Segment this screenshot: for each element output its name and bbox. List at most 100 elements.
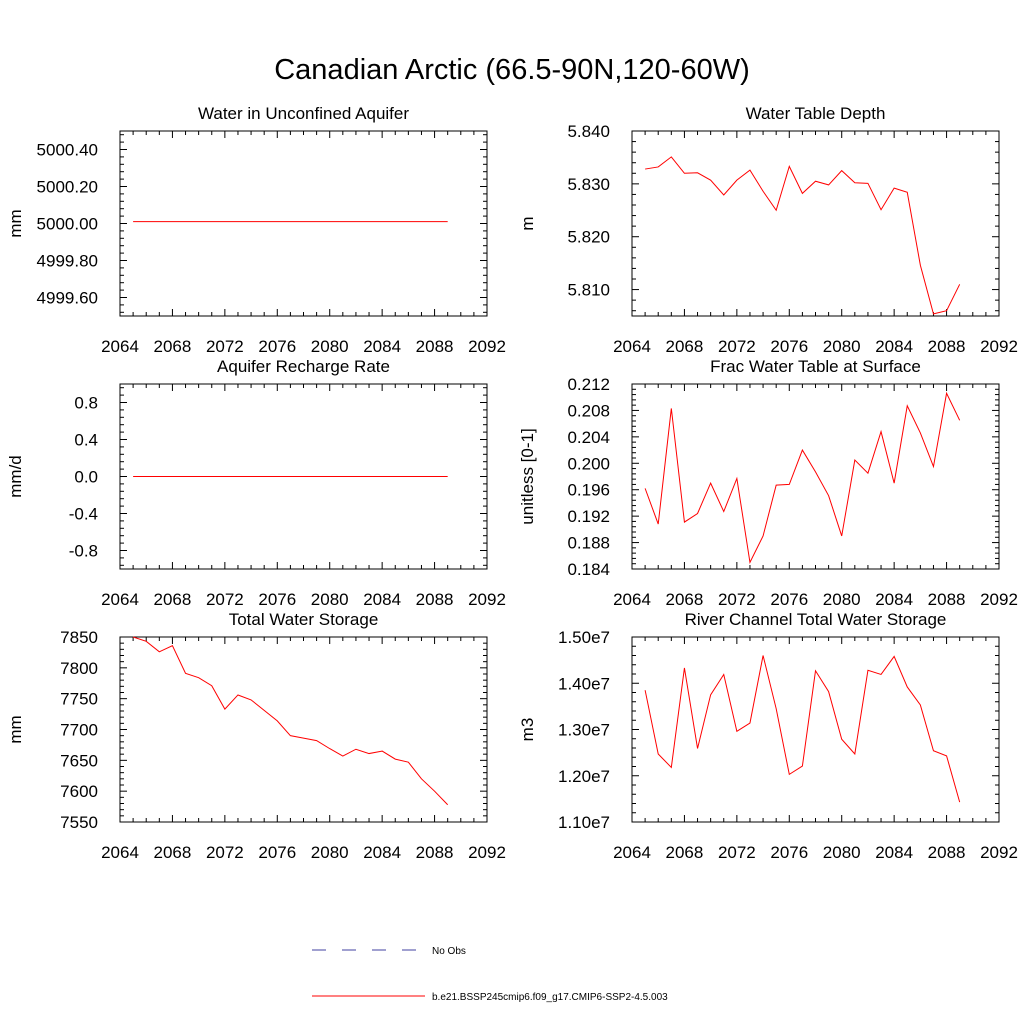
- legend: No Obs b.e21.BSSP245cmip6.f09_g17.CMIP6-S…: [312, 946, 668, 1003]
- x-tick-label: 2084: [875, 337, 913, 356]
- x-tick-label: 2084: [363, 337, 401, 356]
- y-tick-label: 0.200: [567, 454, 610, 473]
- x-tick-label: 2064: [101, 337, 139, 356]
- y-tick-label: 7600: [60, 782, 98, 801]
- legend-label-model: b.e21.BSSP245cmip6.f09_g17.CMIP6-SSP2-4.…: [432, 992, 668, 1003]
- y-tick-label: 7650: [60, 751, 98, 770]
- y-tick-label: 0.212: [567, 375, 610, 394]
- x-tick-label: 2064: [613, 590, 651, 609]
- y-tick-label: 1.30e7: [558, 721, 610, 740]
- y-tick-label: 0.196: [567, 481, 610, 500]
- y-tick-label: 0.8: [74, 394, 98, 413]
- x-tick-label: 2088: [416, 337, 454, 356]
- x-tick-label: 2080: [823, 590, 861, 609]
- plot-frame: [119, 130, 488, 317]
- x-tick-label: 2068: [154, 843, 192, 862]
- x-tick-label: 2092: [468, 337, 506, 356]
- y-tick-label: -0.8: [69, 542, 98, 561]
- y-axis-label: mm/d: [6, 455, 25, 498]
- y-tick-label: 0.208: [567, 401, 610, 420]
- y-axis-label: unitless [0-1]: [518, 428, 537, 524]
- y-tick-label: 1.10e7: [558, 813, 610, 832]
- x-tick-label: 2072: [718, 590, 756, 609]
- x-tick-label: 2084: [875, 843, 913, 862]
- x-tick-label: 2076: [258, 843, 296, 862]
- x-tick-label: 2088: [928, 590, 966, 609]
- x-tick-label: 2072: [206, 337, 244, 356]
- y-axis-label: m3: [518, 718, 537, 742]
- y-tick-label: 5.830: [567, 175, 610, 194]
- y-tick-label: 5000.40: [37, 141, 98, 160]
- plot-frame: [119, 636, 488, 823]
- chart-title: Aquifer Recharge Rate: [217, 357, 390, 376]
- y-tick-label: 7850: [60, 628, 98, 647]
- x-tick-label: 2084: [363, 590, 401, 609]
- x-tick-label: 2092: [980, 337, 1018, 356]
- chart-title: Frac Water Table at Surface: [710, 357, 921, 376]
- series-line: [644, 655, 961, 803]
- x-tick-label: 2092: [980, 590, 1018, 609]
- chart-title: River Channel Total Water Storage: [685, 610, 947, 629]
- y-tick-label: 0.4: [74, 431, 98, 450]
- page-title: Canadian Arctic (66.5-90N,120-60W): [274, 54, 750, 86]
- x-tick-label: 2064: [101, 843, 139, 862]
- x-tick-label: 2076: [258, 590, 296, 609]
- y-axis-label: m: [518, 216, 537, 230]
- y-tick-label: -0.4: [69, 505, 98, 524]
- x-tick-label: 2076: [770, 337, 808, 356]
- x-tick-label: 2064: [613, 843, 651, 862]
- y-tick-label: 7750: [60, 690, 98, 709]
- y-tick-label: 1.50e7: [558, 628, 610, 647]
- y-tick-label: 1.20e7: [558, 767, 610, 786]
- y-tick-label: 7700: [60, 721, 98, 740]
- x-tick-label: 2080: [823, 337, 861, 356]
- x-tick-label: 2080: [823, 843, 861, 862]
- x-tick-label: 2088: [416, 590, 454, 609]
- x-tick-label: 2068: [154, 590, 192, 609]
- x-tick-label: 2068: [666, 590, 704, 609]
- y-tick-label: 7550: [60, 813, 98, 832]
- x-tick-label: 2080: [311, 590, 349, 609]
- x-tick-label: 2076: [770, 590, 808, 609]
- x-tick-label: 2092: [468, 843, 506, 862]
- y-tick-label: 5.810: [567, 281, 610, 300]
- x-tick-label: 2088: [928, 337, 966, 356]
- chart-title: Water in Unconfined Aquifer: [198, 104, 409, 123]
- x-tick-label: 2080: [311, 843, 349, 862]
- plot-frame: [631, 130, 1000, 317]
- series-line: [132, 636, 449, 806]
- chart-panel-3: Aquifer Recharge Rate mm/d 2064 2068 2072 207…: [6, 357, 506, 609]
- chart-panel-2: Water Table Depth m 2064 2068 2072 2076 2080 20…: [518, 104, 1018, 356]
- y-tick-label: 7800: [60, 659, 98, 678]
- y-tick-label: 5.840: [567, 122, 610, 141]
- x-tick-label: 2084: [875, 590, 913, 609]
- x-tick-label: 2072: [718, 337, 756, 356]
- x-tick-label: 2084: [363, 843, 401, 862]
- y-tick-label: 0.204: [567, 428, 610, 447]
- x-tick-label: 2072: [718, 843, 756, 862]
- x-tick-label: 2068: [666, 337, 704, 356]
- y-tick-label: 4999.60: [37, 289, 98, 308]
- x-tick-label: 2076: [770, 843, 808, 862]
- y-tick-label: 0.184: [567, 560, 610, 579]
- series-line: [645, 156, 961, 315]
- x-tick-label: 2088: [928, 843, 966, 862]
- chart-panel-1: Water in Unconfined Aquifer mm 2064 2068 207…: [6, 104, 506, 356]
- x-tick-label: 2080: [311, 337, 349, 356]
- y-tick-label: 0.192: [567, 507, 610, 526]
- chart-panel-5: Total Water Storage mm 2064 2068 2072 2076 208…: [6, 610, 506, 862]
- x-tick-label: 2072: [206, 843, 244, 862]
- plot-frame: [631, 383, 1000, 570]
- x-tick-label: 2068: [666, 843, 704, 862]
- x-tick-label: 2092: [980, 843, 1018, 862]
- x-tick-label: 2088: [416, 843, 454, 862]
- plot-frame: [631, 636, 1000, 823]
- x-tick-label: 2068: [154, 337, 192, 356]
- x-tick-label: 2064: [101, 590, 139, 609]
- y-tick-label: 1.40e7: [558, 674, 610, 693]
- chart-panel-6: River Channel Total Water Storage m3 2064 2…: [518, 610, 1018, 862]
- y-tick-label: 0.188: [567, 534, 610, 553]
- series-line: [644, 391, 961, 565]
- x-tick-label: 2092: [468, 590, 506, 609]
